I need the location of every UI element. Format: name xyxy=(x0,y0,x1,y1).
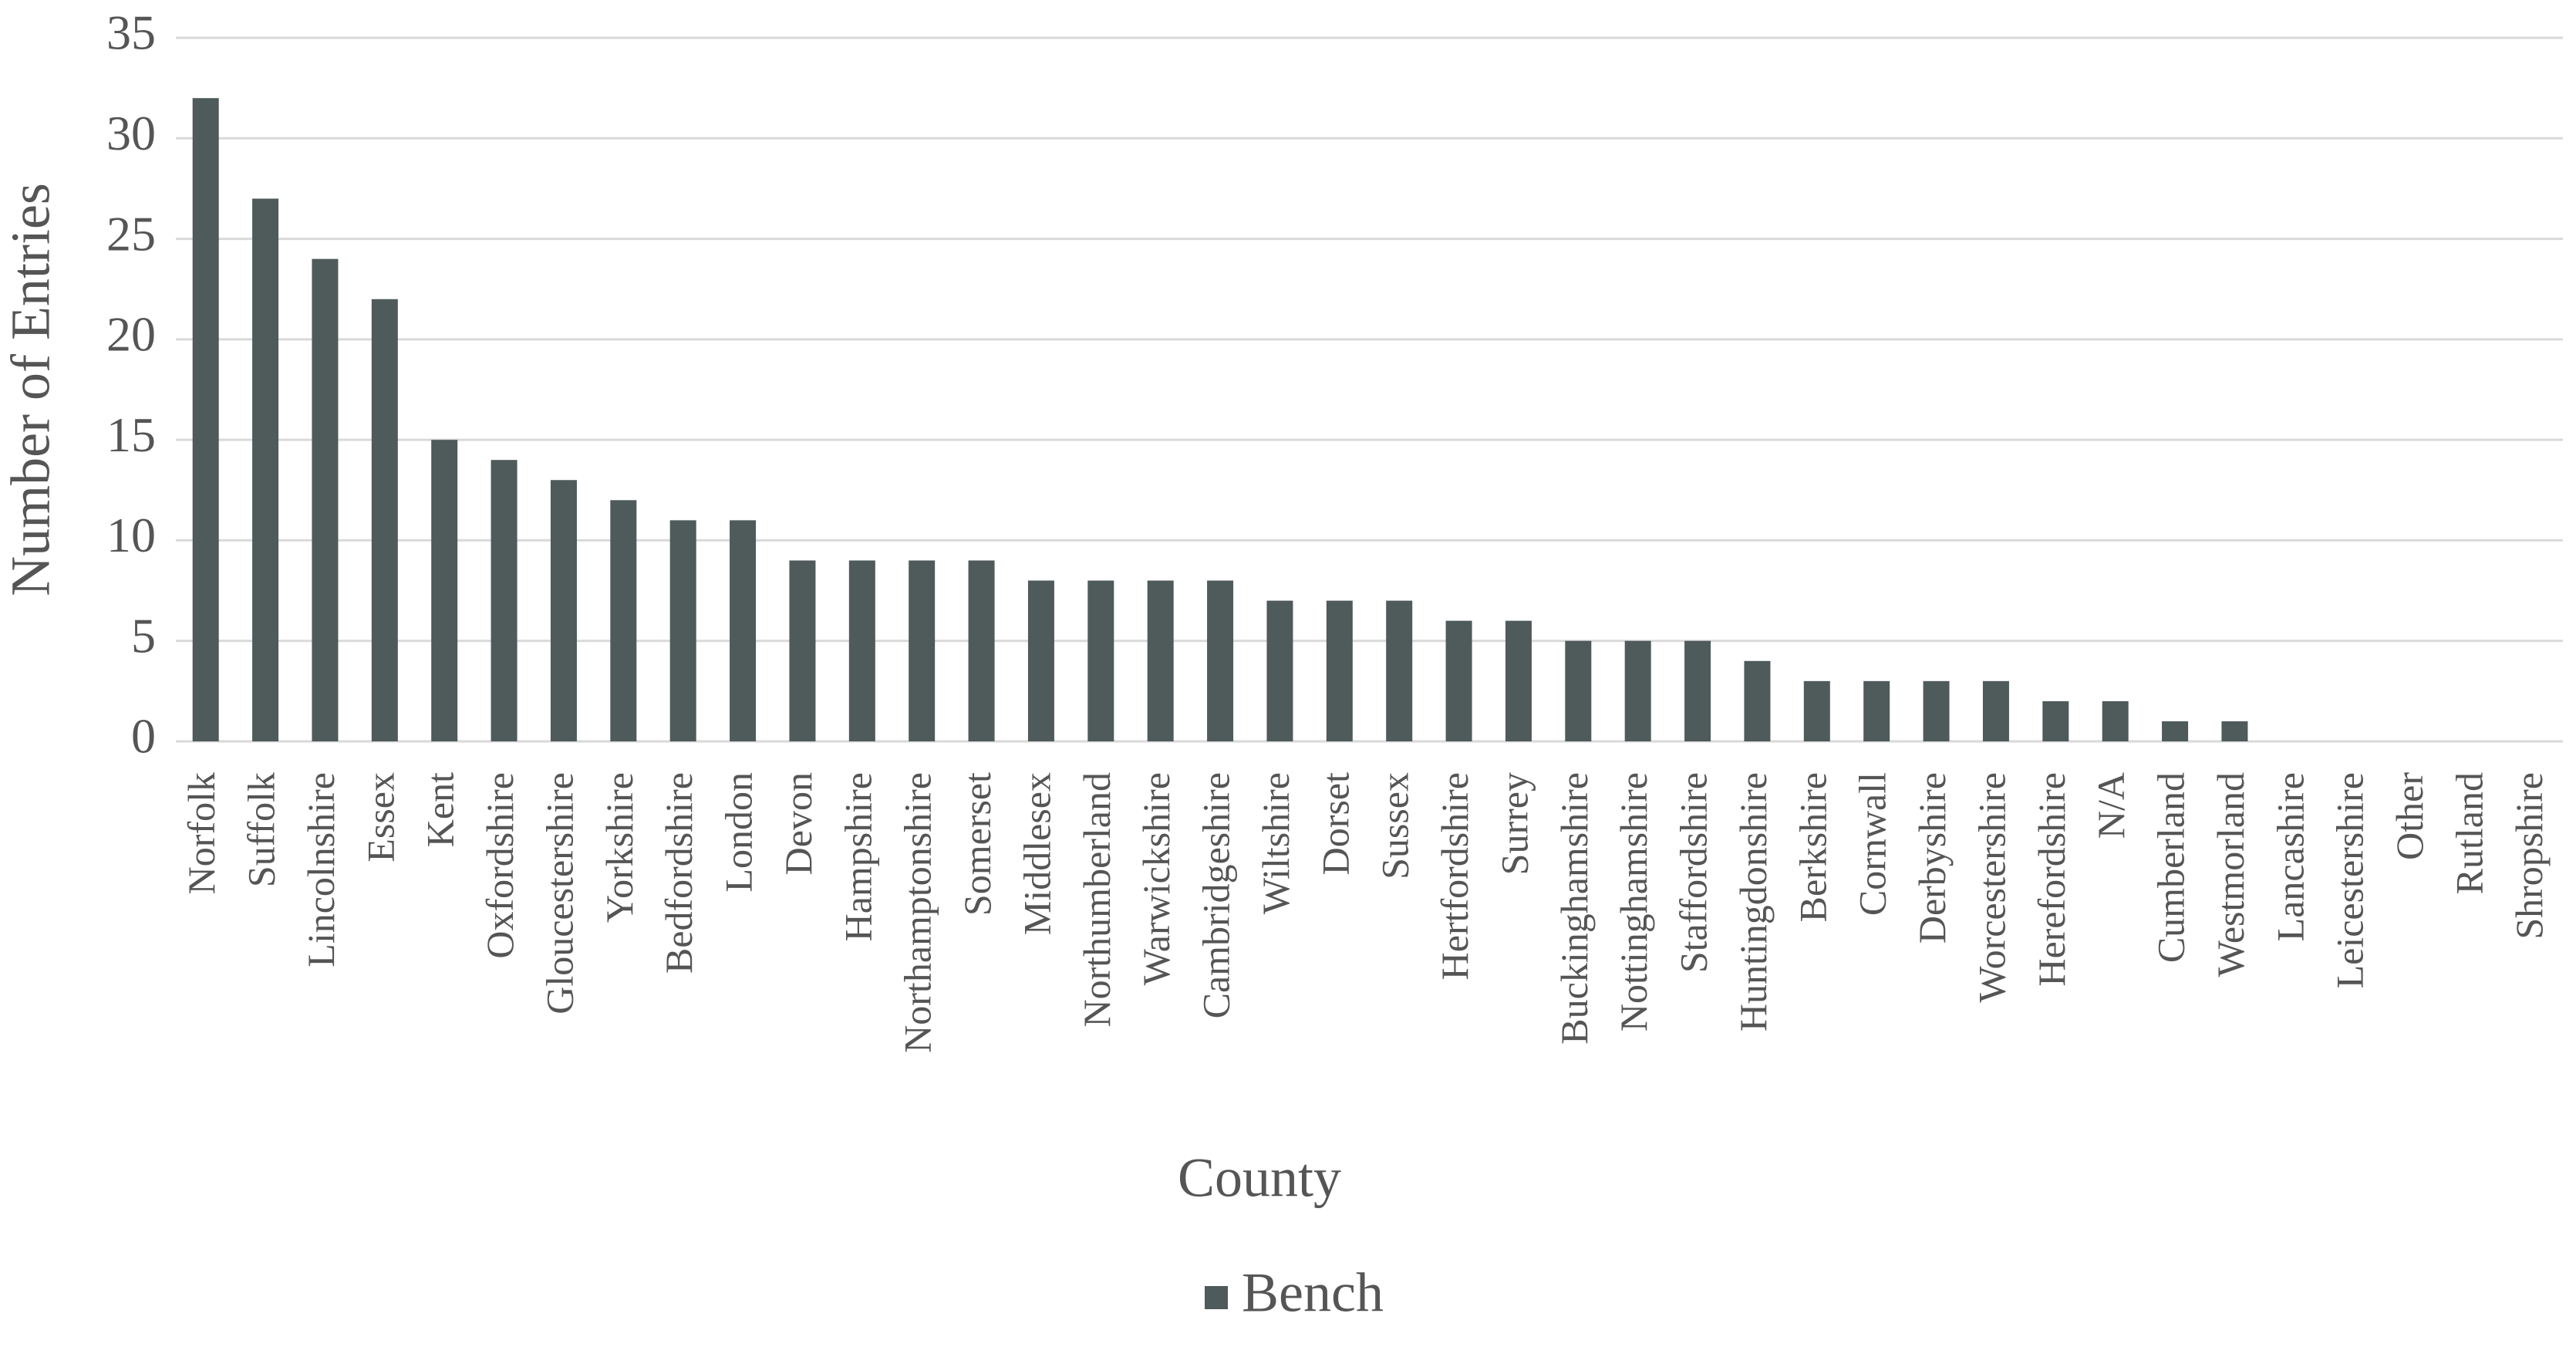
x-tick-label: Nottinghamshire xyxy=(1612,772,1655,1031)
y-tick-label: 5 xyxy=(131,608,156,663)
x-tick-label: Essex xyxy=(359,772,402,863)
bar xyxy=(1087,580,1114,741)
x-tick-label: Shropshire xyxy=(2507,772,2551,940)
x-tick-label: Hampshire xyxy=(836,772,879,941)
bar xyxy=(550,480,577,741)
bar xyxy=(1744,660,1771,741)
bar xyxy=(2102,701,2129,741)
bar xyxy=(491,460,518,741)
bar xyxy=(1147,580,1174,741)
x-tick-label: Herefordshire xyxy=(2030,772,2073,987)
x-tick-label: Devon xyxy=(777,772,820,875)
x-tick-label: Somerset xyxy=(956,772,999,916)
y-tick-label: 0 xyxy=(131,709,156,764)
legend-label: Bench xyxy=(1242,1262,1384,1324)
bar xyxy=(1445,620,1472,741)
x-tick-label: Norfolk xyxy=(180,772,223,894)
bar xyxy=(909,560,936,741)
x-tick-label: Leicestershire xyxy=(2328,772,2372,988)
bar xyxy=(669,520,696,741)
bar xyxy=(848,560,875,741)
x-tick-label: Oxfordshire xyxy=(478,772,521,959)
x-tick-label: London xyxy=(717,772,760,893)
y-tick-label: 20 xyxy=(106,307,156,362)
x-axis-title: County xyxy=(1178,1147,1341,1209)
bar xyxy=(789,560,816,741)
bar xyxy=(1565,640,1592,741)
x-tick-label: Cornwall xyxy=(1851,772,1894,916)
x-tick-label: Cambridgeshire xyxy=(1195,772,1238,1018)
bar xyxy=(1803,680,1830,741)
bar xyxy=(1624,640,1651,741)
bar xyxy=(2042,701,2069,741)
bar xyxy=(1207,580,1234,741)
x-tick-label: Northumberland xyxy=(1075,772,1118,1027)
x-tick-label: Wiltshire xyxy=(1254,772,1297,914)
bar xyxy=(431,440,458,741)
bar xyxy=(610,500,637,741)
x-tick-label: Huntingdonshire xyxy=(1731,772,1775,1031)
bar xyxy=(1326,600,1353,741)
x-tick-label: Gloucestershire xyxy=(538,772,581,1014)
bar xyxy=(1684,640,1711,741)
x-tick-label: Cumberland xyxy=(2149,772,2193,963)
bar xyxy=(1923,680,1950,741)
bar xyxy=(1863,680,1890,741)
y-axis-title: Number of Entries xyxy=(0,183,62,596)
x-tick-label: Surrey xyxy=(1492,772,1536,875)
x-tick-label: Berkshire xyxy=(1791,772,1834,922)
x-tick-label: Yorkshire xyxy=(598,772,641,923)
x-tick-label: Northamptonshire xyxy=(896,772,939,1053)
bar xyxy=(252,198,279,741)
x-tick-label: Dorset xyxy=(1313,772,1357,875)
x-tick-label: Sussex xyxy=(1374,772,1417,879)
bar xyxy=(371,299,398,741)
x-tick-label: Hertfordshire xyxy=(1433,772,1476,980)
x-tick-label: N/A xyxy=(2089,772,2133,839)
bar xyxy=(1982,680,2009,741)
x-tick-label: Lincolnshire xyxy=(299,772,342,967)
x-tick-label: Bedfordshire xyxy=(657,772,700,974)
bar xyxy=(1266,600,1293,741)
bar xyxy=(2162,721,2189,741)
bar xyxy=(1027,580,1054,741)
x-tick-label: Worcestershire xyxy=(1970,772,2013,1003)
bar xyxy=(1386,600,1413,741)
bar xyxy=(2221,721,2248,741)
x-tick-label: Derbyshire xyxy=(1910,772,1954,944)
y-tick-label: 30 xyxy=(106,106,156,160)
x-tick-label: Warwickshire xyxy=(1135,772,1178,985)
x-tick-label: Suffolk xyxy=(240,772,283,887)
bar xyxy=(730,520,757,741)
x-tick-label: Staffordshire xyxy=(1672,772,1715,973)
x-tick-label: Lancashire xyxy=(2268,772,2311,941)
bar xyxy=(312,258,339,742)
y-tick-label: 25 xyxy=(106,206,156,261)
x-tick-label: Westmorland xyxy=(2209,772,2252,977)
x-tick-label: Other xyxy=(2388,772,2431,860)
legend-swatch xyxy=(1205,1286,1228,1309)
x-tick-label: Rutland xyxy=(2447,772,2490,894)
x-tick-label: Middlesex xyxy=(1015,772,1058,935)
x-tick-label: Buckinghamshire xyxy=(1553,772,1596,1045)
x-tick-label: Kent xyxy=(419,772,462,847)
y-tick-label: 15 xyxy=(106,407,156,462)
bar xyxy=(192,98,219,741)
bar xyxy=(1505,620,1532,741)
y-tick-label: 10 xyxy=(106,508,156,562)
y-tick-label: 35 xyxy=(106,5,156,60)
bar xyxy=(968,560,995,741)
